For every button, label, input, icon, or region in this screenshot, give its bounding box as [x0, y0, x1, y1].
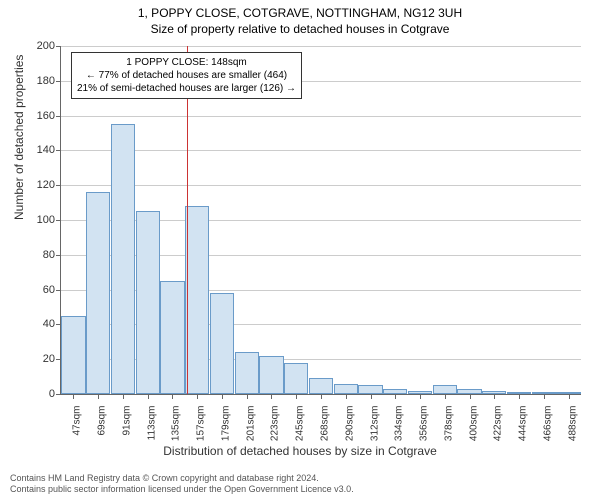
histogram-bar [136, 211, 160, 394]
x-tick-mark [73, 394, 74, 399]
grid-line [61, 150, 581, 151]
x-tick-mark [494, 394, 495, 399]
x-tick-mark [98, 394, 99, 399]
x-tick-label: 91sqm [121, 400, 132, 436]
annotation-line1: 1 POPPY CLOSE: 148sqm [77, 56, 296, 69]
x-tick-label: 422sqm [493, 400, 504, 442]
y-tick-label: 160 [37, 110, 61, 122]
y-tick-label: 40 [43, 318, 61, 330]
y-tick-label: 100 [37, 214, 61, 226]
y-tick-label: 120 [37, 179, 61, 191]
y-tick-label: 200 [37, 40, 61, 52]
y-tick-label: 180 [37, 75, 61, 87]
grid-line [61, 185, 581, 186]
x-tick-label: 356sqm [419, 400, 430, 442]
histogram-bar [334, 384, 358, 394]
x-tick-mark [346, 394, 347, 399]
x-tick-label: 135sqm [171, 400, 182, 442]
histogram-bar [61, 316, 85, 394]
x-tick-mark [197, 394, 198, 399]
histogram-bar [235, 352, 259, 394]
annotation-line3: 21% of semi-detached houses are larger (… [77, 82, 296, 95]
x-tick-mark [445, 394, 446, 399]
y-tick-label: 60 [43, 284, 61, 296]
x-axis-label: Distribution of detached houses by size … [0, 444, 600, 458]
x-tick-mark [271, 394, 272, 399]
x-tick-mark [569, 394, 570, 399]
chart-title-line2: Size of property relative to detached ho… [0, 20, 600, 36]
annotation-line2: ← 77% of detached houses are smaller (46… [77, 69, 296, 82]
footer-attribution: Contains HM Land Registry data © Crown c… [10, 473, 354, 496]
x-tick-mark [420, 394, 421, 399]
y-tick-label: 80 [43, 249, 61, 261]
x-tick-mark [321, 394, 322, 399]
y-tick-label: 20 [43, 353, 61, 365]
chart-plot-area: 02040608010012014016018020047sqm69sqm91s… [60, 46, 581, 395]
x-tick-label: 290sqm [344, 400, 355, 442]
chart-container: 1, POPPY CLOSE, COTGRAVE, NOTTINGHAM, NG… [0, 0, 600, 500]
x-tick-label: 400sqm [468, 400, 479, 442]
x-tick-mark [247, 394, 248, 399]
histogram-bar [86, 192, 110, 394]
y-tick-label: 0 [49, 388, 61, 400]
histogram-bar [185, 206, 209, 394]
histogram-bar [358, 385, 382, 394]
histogram-bar [210, 293, 234, 394]
y-axis-label: Number of detached properties [12, 55, 26, 220]
footer-line2: Contains public sector information licen… [10, 484, 354, 496]
x-tick-label: 334sqm [394, 400, 405, 442]
x-tick-mark [395, 394, 396, 399]
x-tick-label: 223sqm [270, 400, 281, 442]
x-tick-mark [123, 394, 124, 399]
x-tick-mark [148, 394, 149, 399]
histogram-bar [433, 385, 457, 394]
x-tick-mark [519, 394, 520, 399]
histogram-bar [309, 378, 333, 394]
histogram-bar [111, 124, 135, 394]
x-tick-label: 268sqm [320, 400, 331, 442]
x-tick-label: 466sqm [542, 400, 553, 442]
x-tick-mark [172, 394, 173, 399]
x-tick-label: 201sqm [245, 400, 256, 442]
x-tick-label: 69sqm [97, 400, 108, 436]
x-tick-mark [296, 394, 297, 399]
x-tick-label: 245sqm [295, 400, 306, 442]
x-tick-mark [544, 394, 545, 399]
footer-line1: Contains HM Land Registry data © Crown c… [10, 473, 354, 485]
grid-line [61, 116, 581, 117]
histogram-bar [259, 356, 283, 394]
y-tick-label: 140 [37, 144, 61, 156]
x-tick-mark [371, 394, 372, 399]
x-tick-label: 444sqm [518, 400, 529, 442]
x-tick-label: 157sqm [196, 400, 207, 442]
x-tick-mark [470, 394, 471, 399]
x-tick-label: 179sqm [220, 400, 231, 442]
histogram-bar [160, 281, 184, 394]
x-tick-mark [222, 394, 223, 399]
chart-title-line1: 1, POPPY CLOSE, COTGRAVE, NOTTINGHAM, NG… [0, 0, 600, 20]
histogram-bar [284, 363, 308, 394]
grid-line [61, 46, 581, 47]
annotation-box: 1 POPPY CLOSE: 148sqm ← 77% of detached … [71, 52, 302, 99]
x-tick-label: 378sqm [443, 400, 454, 442]
x-tick-label: 113sqm [146, 400, 157, 441]
x-tick-label: 312sqm [369, 400, 380, 442]
x-tick-label: 47sqm [72, 400, 83, 436]
x-tick-label: 488sqm [567, 400, 578, 442]
